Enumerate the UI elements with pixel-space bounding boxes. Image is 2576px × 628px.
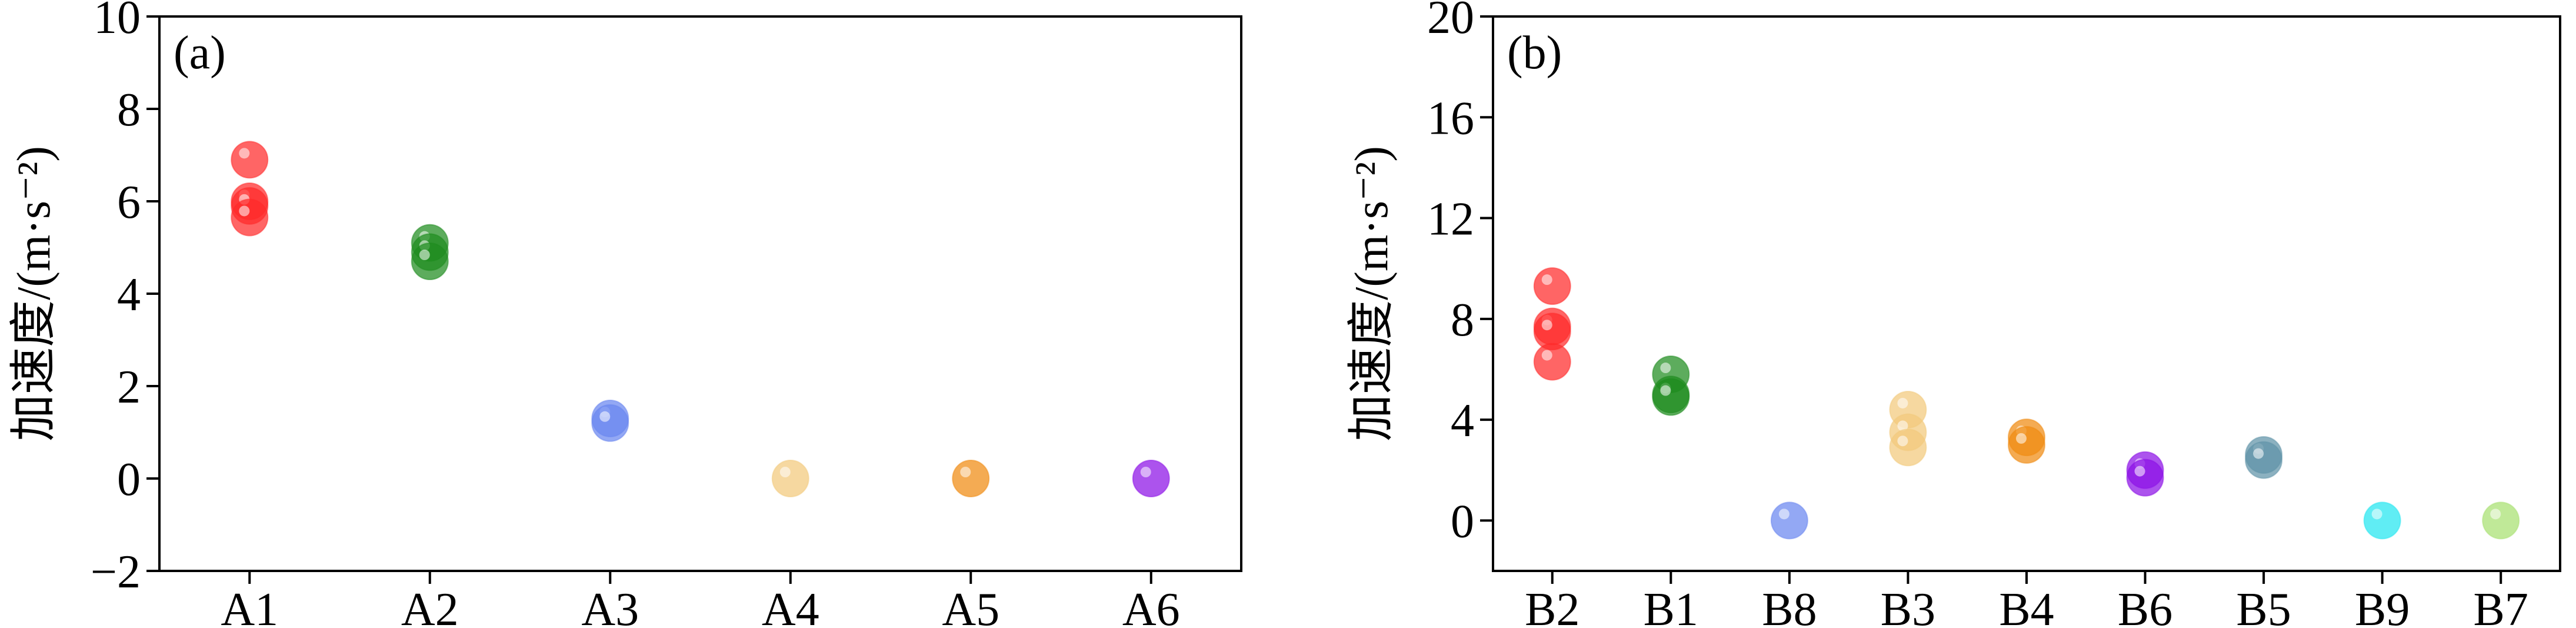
point-highlight — [960, 467, 971, 477]
point — [591, 404, 629, 442]
point — [2363, 501, 2401, 540]
point-highlight — [1541, 320, 1552, 331]
x-tick-label: B6 — [2118, 584, 2172, 628]
panel-label: (a) — [174, 27, 226, 79]
plot-frame — [158, 15, 1242, 572]
y-tick-label: 8 — [1451, 294, 1474, 346]
point-highlight — [2016, 433, 2027, 444]
x-tick-label: B8 — [1762, 584, 1817, 628]
point-highlight — [239, 205, 250, 217]
point — [2008, 426, 2045, 464]
x-tick-label: A1 — [221, 584, 278, 628]
point — [1770, 501, 1808, 540]
x-tick-label: A6 — [1122, 584, 1180, 628]
y-tick-label: 0 — [117, 454, 141, 506]
point — [1533, 267, 1571, 305]
y-tick-label: 16 — [1427, 92, 1474, 144]
point-highlight — [2134, 466, 2145, 477]
point-highlight — [239, 148, 250, 159]
point — [952, 460, 990, 497]
point-highlight — [1541, 350, 1552, 361]
point — [2482, 501, 2520, 540]
x-tick-label: B1 — [1644, 584, 1698, 628]
point — [411, 242, 449, 281]
point-highlight — [1897, 397, 1908, 408]
point-highlight — [599, 411, 611, 422]
x-tick-label: B7 — [2474, 584, 2528, 628]
panel-label: (b) — [1507, 27, 1562, 79]
y-tick-label: 2 — [117, 361, 141, 413]
x-tick-label: B3 — [1881, 584, 1935, 628]
point — [771, 460, 809, 497]
x-tick-label: B2 — [1525, 584, 1579, 628]
y-tick-label: 8 — [117, 84, 141, 136]
point-highlight — [1660, 363, 1671, 374]
y-axis-label: 加速度/(m·s⁻²) — [8, 146, 60, 441]
y-tick-label: 10 — [94, 0, 141, 44]
y-tick-label: 12 — [1427, 194, 1474, 245]
point — [231, 198, 269, 237]
y-axis-label: 加速度/(m·s⁻²) — [1346, 146, 1398, 441]
point-highlight — [2253, 448, 2264, 459]
point — [231, 141, 269, 179]
point — [2126, 458, 2164, 497]
x-tick-label: B4 — [1999, 584, 2054, 628]
point — [1652, 378, 1690, 416]
point — [1533, 343, 1571, 381]
y-tick-label: 4 — [117, 269, 141, 321]
point-highlight — [1140, 467, 1151, 477]
point-highlight — [1660, 385, 1671, 396]
point — [2245, 441, 2283, 479]
point-highlight — [779, 467, 791, 477]
point — [1889, 428, 1927, 467]
y-tick-label: 4 — [1451, 395, 1474, 447]
point-highlight — [1541, 274, 1552, 285]
x-tick-label: A4 — [762, 584, 819, 628]
x-tick-label: A3 — [581, 584, 639, 628]
point-highlight — [2371, 509, 2382, 520]
y-tick-label: 20 — [1427, 0, 1474, 44]
y-tick-label: 0 — [1451, 496, 1474, 547]
point-highlight — [2490, 509, 2501, 520]
x-tick-label: B9 — [2355, 584, 2410, 628]
y-tick-label: −2 — [91, 546, 141, 598]
point-highlight — [1778, 509, 1789, 520]
point-highlight — [1897, 436, 1908, 447]
plot-frame — [1492, 15, 2561, 572]
point — [1132, 460, 1170, 497]
point-highlight — [419, 250, 430, 261]
x-tick-label: A5 — [942, 584, 999, 628]
x-tick-label: B5 — [2236, 584, 2291, 628]
x-tick-label: A2 — [401, 584, 459, 628]
point-highlight — [1897, 420, 1908, 431]
y-tick-label: 6 — [117, 177, 141, 228]
